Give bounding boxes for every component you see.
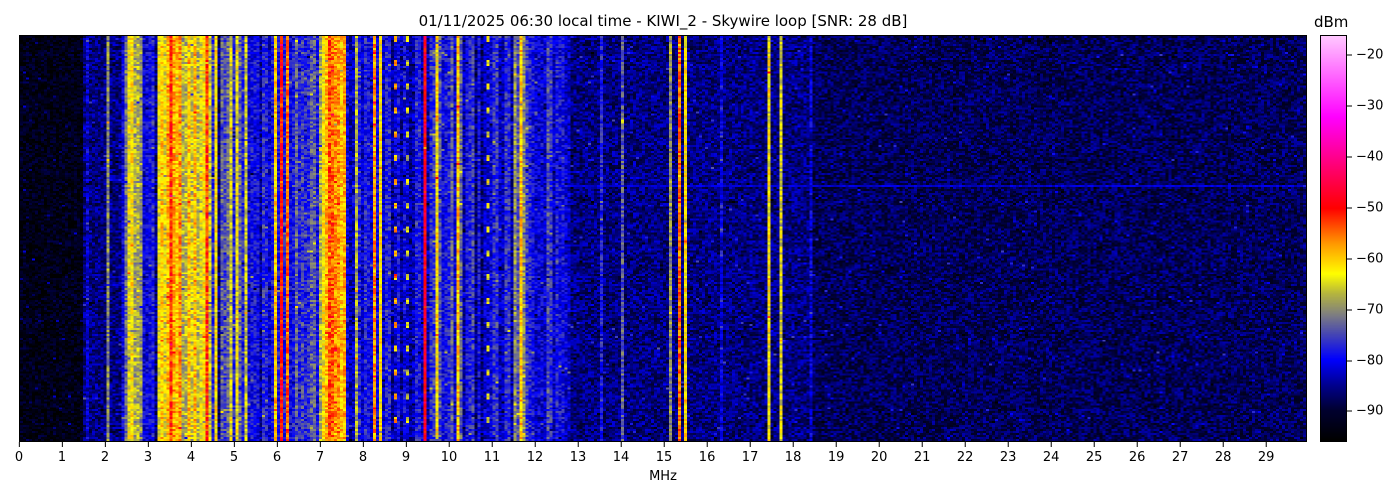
colorbar-tick: −90: [1347, 404, 1383, 419]
colorbar-tick-label: −60: [1356, 251, 1384, 267]
chart-title: 01/11/2025 06:30 local time - KIWI_2 - S…: [418, 12, 908, 30]
colorbar-tick-label: −90: [1356, 403, 1384, 419]
x-tick-label: 7: [315, 450, 325, 465]
colorbar-tick: −20: [1347, 48, 1383, 63]
x-tick: 4: [187, 442, 195, 465]
x-tick-label: 17: [741, 450, 759, 465]
x-tick-label: 16: [698, 450, 716, 465]
x-tick-label: 23: [999, 450, 1017, 465]
x-tick: 14: [612, 442, 630, 465]
x-tick: 26: [1128, 442, 1146, 465]
x-tick-label: 15: [655, 450, 673, 465]
x-tick-label: 28: [1214, 450, 1232, 465]
x-tick-label: 14: [612, 450, 630, 465]
x-tick: 17: [741, 442, 759, 465]
colorbar-tick-label: −70: [1356, 302, 1384, 318]
x-tick: 24: [1042, 442, 1060, 465]
x-tick-label: 22: [956, 450, 974, 465]
x-tick-label: 24: [1042, 450, 1060, 465]
x-tick: 15: [655, 442, 673, 465]
colorbar-tick-label: −40: [1356, 149, 1384, 165]
colorbar-tick: −50: [1347, 200, 1383, 215]
colorbar-tick: −30: [1347, 99, 1383, 114]
x-tick-label: 8: [358, 450, 368, 465]
x-tick-label: 21: [913, 450, 931, 465]
colorbar-tick-label: −50: [1356, 200, 1384, 216]
x-axis-label: MHz: [649, 469, 677, 484]
colorbar-tick: −40: [1347, 150, 1383, 165]
x-tick: 25: [1085, 442, 1103, 465]
colorbar: [1320, 35, 1347, 442]
x-tick-label: 20: [870, 450, 888, 465]
colorbar-tick-label: −20: [1356, 47, 1384, 63]
x-tick-label: 10: [440, 450, 458, 465]
colorbar-tick: −70: [1347, 302, 1383, 317]
x-tick: 13: [569, 442, 587, 465]
x-tick: 9: [402, 442, 410, 465]
x-tick-label: 5: [229, 450, 239, 465]
x-tick: 22: [956, 442, 974, 465]
x-tick-label: 6: [272, 450, 282, 465]
colorbar-tick: −60: [1347, 251, 1383, 266]
x-tick: 16: [698, 442, 716, 465]
x-tick: 29: [1257, 442, 1275, 465]
x-tick: 10: [440, 442, 458, 465]
x-tick-label: 2: [100, 450, 110, 465]
x-tick-label: 3: [143, 450, 153, 465]
x-tick: 20: [870, 442, 888, 465]
x-tick: 23: [999, 442, 1017, 465]
waterfall-plot-area: [19, 35, 1307, 442]
x-tick: 0: [15, 442, 23, 465]
x-tick: 12: [526, 442, 544, 465]
colorbar-tick-label: −80: [1356, 353, 1384, 369]
x-tick: 6: [273, 442, 281, 465]
x-tick: 18: [784, 442, 802, 465]
x-tick-label: 0: [14, 450, 24, 465]
x-tick: 5: [230, 442, 238, 465]
x-tick: 28: [1214, 442, 1232, 465]
x-tick-label: 25: [1085, 450, 1103, 465]
x-tick: 21: [913, 442, 931, 465]
waterfall-heatmap: [20, 36, 1306, 441]
x-tick-label: 19: [827, 450, 845, 465]
x-tick: 3: [144, 442, 152, 465]
x-tick: 7: [316, 442, 324, 465]
x-tick-label: 9: [401, 450, 411, 465]
x-tick-label: 11: [483, 450, 501, 465]
x-tick: 19: [827, 442, 845, 465]
x-tick-label: 1: [57, 450, 67, 465]
x-tick-label: 13: [569, 450, 587, 465]
x-tick-label: 26: [1128, 450, 1146, 465]
x-tick: 8: [359, 442, 367, 465]
x-tick-label: 18: [784, 450, 802, 465]
colorbar-tick: −80: [1347, 353, 1383, 368]
x-tick-label: 29: [1257, 450, 1275, 465]
x-tick: 1: [58, 442, 66, 465]
x-tick-label: 12: [526, 450, 544, 465]
colorbar-tick-label: −30: [1356, 98, 1384, 114]
x-tick-label: 4: [186, 450, 196, 465]
x-tick-label: 27: [1171, 450, 1189, 465]
x-tick: 27: [1171, 442, 1189, 465]
x-tick: 2: [101, 442, 109, 465]
colorbar-label: dBm: [1314, 13, 1349, 31]
x-tick: 11: [483, 442, 501, 465]
